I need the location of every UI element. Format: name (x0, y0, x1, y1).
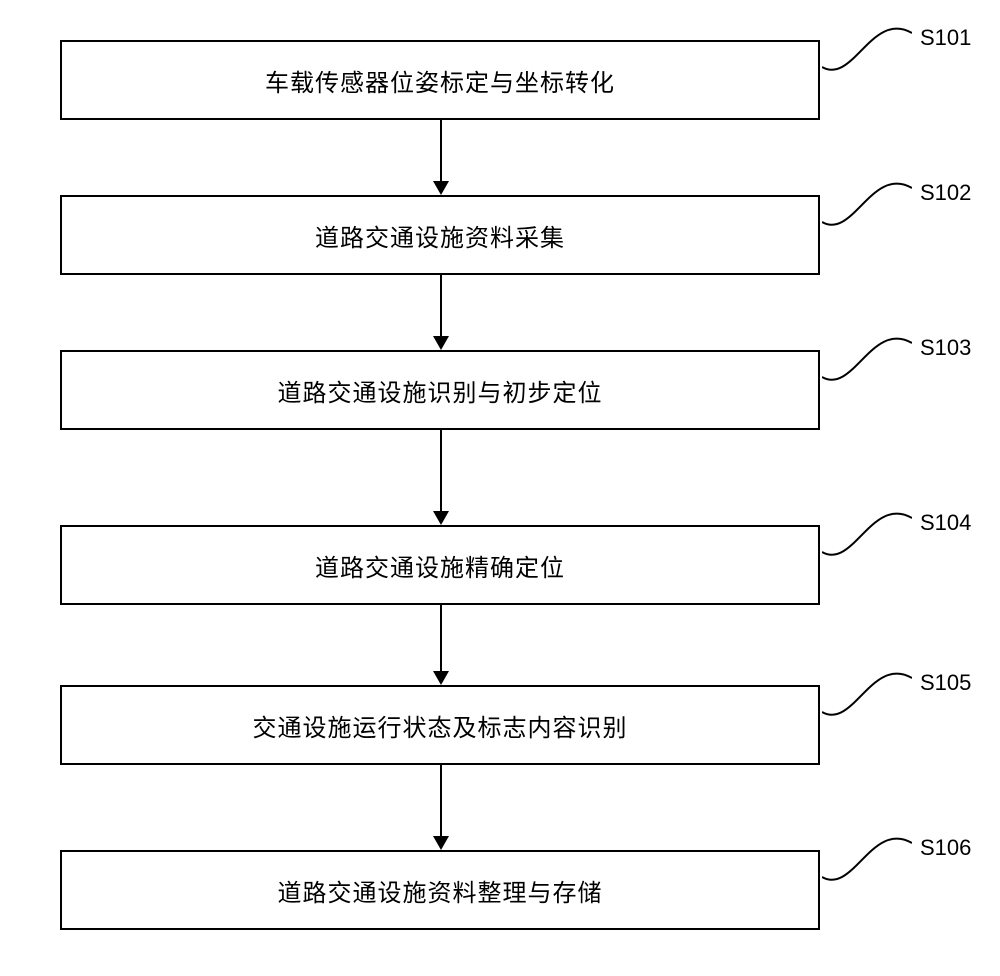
flowchart-step-label: S105 (920, 670, 971, 696)
connector-curve (822, 325, 912, 385)
flowchart-arrow-line (440, 765, 442, 836)
flowchart-step-text: 道路交通设施资料整理与存储 (278, 873, 603, 908)
flowchart-arrow-head-icon (433, 671, 449, 685)
connector-curve (822, 15, 912, 75)
flowchart-arrow-line (440, 275, 442, 336)
flowchart-step-box: 道路交通设施识别与初步定位 (60, 350, 820, 430)
flowchart-arrow-line (440, 605, 442, 671)
connector-curve (822, 660, 912, 720)
flowchart-step-label: S106 (920, 835, 971, 861)
flowchart-step-text: 车载传感器位姿标定与坐标转化 (265, 63, 615, 98)
flowchart-step-text: 道路交通设施识别与初步定位 (278, 373, 603, 408)
connector-curve (822, 170, 912, 230)
flowchart-step-text: 道路交通设施精确定位 (315, 548, 565, 583)
flowchart-step-label: S102 (920, 180, 971, 206)
flowchart-arrow-line (440, 120, 442, 181)
flowchart-step-text: 交通设施运行状态及标志内容识别 (253, 708, 628, 743)
connector-curve (822, 500, 912, 560)
flowchart-step-box: 车载传感器位姿标定与坐标转化 (60, 40, 820, 120)
flowchart-arrow-head-icon (433, 511, 449, 525)
flowchart-step-text: 道路交通设施资料采集 (315, 218, 565, 253)
flowchart-step-box: 道路交通设施资料采集 (60, 195, 820, 275)
flowchart-step-box: 道路交通设施资料整理与存储 (60, 850, 820, 930)
flowchart-arrow-line (440, 430, 442, 511)
flowchart-arrow-head-icon (433, 336, 449, 350)
flowchart-step-label: S103 (920, 335, 971, 361)
flowchart-arrow-head-icon (433, 181, 449, 195)
flowchart-arrow-head-icon (433, 836, 449, 850)
flowchart-step-box: 道路交通设施精确定位 (60, 525, 820, 605)
flowchart-step-box: 交通设施运行状态及标志内容识别 (60, 685, 820, 765)
connector-curve (822, 825, 912, 885)
flowchart-step-label: S104 (920, 510, 971, 536)
flowchart-step-label: S101 (920, 25, 971, 51)
